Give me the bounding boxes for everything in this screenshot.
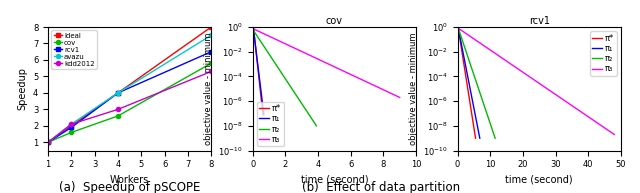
rcv1 bbox=[44, 141, 52, 143]
π₁ bbox=[250, 30, 257, 32]
Ideal bbox=[67, 125, 75, 127]
Line: π*: π* bbox=[253, 29, 263, 115]
cov bbox=[44, 141, 52, 143]
avazu bbox=[67, 123, 75, 125]
avazu bbox=[207, 34, 215, 36]
avazu bbox=[114, 92, 122, 94]
kdd2012 bbox=[114, 108, 122, 111]
π₂ bbox=[492, 137, 499, 139]
cov bbox=[67, 131, 75, 134]
Text: (b)  Effect of data partition: (b) Effect of data partition bbox=[301, 181, 460, 193]
Y-axis label: Speedup: Speedup bbox=[17, 67, 28, 110]
X-axis label: time (second): time (second) bbox=[506, 175, 573, 185]
π₂ bbox=[250, 30, 257, 32]
avazu bbox=[44, 141, 52, 143]
Legend: Ideal, cov, rcv1, avazu, kdd2012: Ideal, cov, rcv1, avazu, kdd2012 bbox=[51, 30, 97, 69]
cov bbox=[114, 115, 122, 117]
Y-axis label: objective value - minimum: objective value - minimum bbox=[408, 33, 418, 145]
π₁ bbox=[260, 113, 268, 116]
Ideal bbox=[44, 141, 52, 143]
Line: rcv1: rcv1 bbox=[46, 50, 213, 144]
Ideal bbox=[114, 92, 122, 94]
Line: π₁: π₁ bbox=[253, 31, 264, 115]
Y-axis label: objective value - minimum: objective value - minimum bbox=[204, 33, 213, 145]
Line: π*: π* bbox=[458, 28, 476, 138]
cov bbox=[207, 62, 215, 64]
X-axis label: Workers: Workers bbox=[110, 175, 149, 185]
kdd2012 bbox=[207, 70, 215, 73]
Ideal bbox=[207, 26, 215, 28]
Line: avazu: avazu bbox=[46, 33, 213, 144]
π₂ bbox=[312, 125, 320, 127]
π* bbox=[259, 113, 267, 116]
Title: cov: cov bbox=[326, 16, 343, 26]
π* bbox=[472, 137, 479, 139]
Line: cov: cov bbox=[46, 61, 213, 144]
rcv1 bbox=[114, 92, 122, 94]
π₁ bbox=[454, 27, 462, 29]
Title: rcv1: rcv1 bbox=[529, 16, 550, 26]
rcv1 bbox=[207, 51, 215, 53]
Line: π₂: π₂ bbox=[253, 31, 316, 126]
π* bbox=[454, 27, 462, 29]
Line: Ideal: Ideal bbox=[46, 25, 213, 144]
Text: (a)  Speedup of pSCOPE: (a) Speedup of pSCOPE bbox=[59, 181, 200, 193]
kdd2012 bbox=[67, 123, 75, 125]
kdd2012 bbox=[44, 141, 52, 143]
X-axis label: time (second): time (second) bbox=[301, 175, 368, 185]
π₂ bbox=[454, 27, 462, 29]
Line: π₁: π₁ bbox=[458, 28, 480, 138]
π* bbox=[250, 28, 257, 30]
Line: kdd2012: kdd2012 bbox=[46, 69, 213, 144]
rcv1 bbox=[67, 126, 75, 129]
Legend: π*, π₁, π₂, π₃: π*, π₁, π₂, π₃ bbox=[257, 102, 284, 146]
Line: π₂: π₂ bbox=[458, 28, 495, 138]
π₁ bbox=[476, 137, 484, 139]
Legend: π*, π₁, π₂, π₃: π*, π₁, π₂, π₃ bbox=[590, 31, 616, 76]
